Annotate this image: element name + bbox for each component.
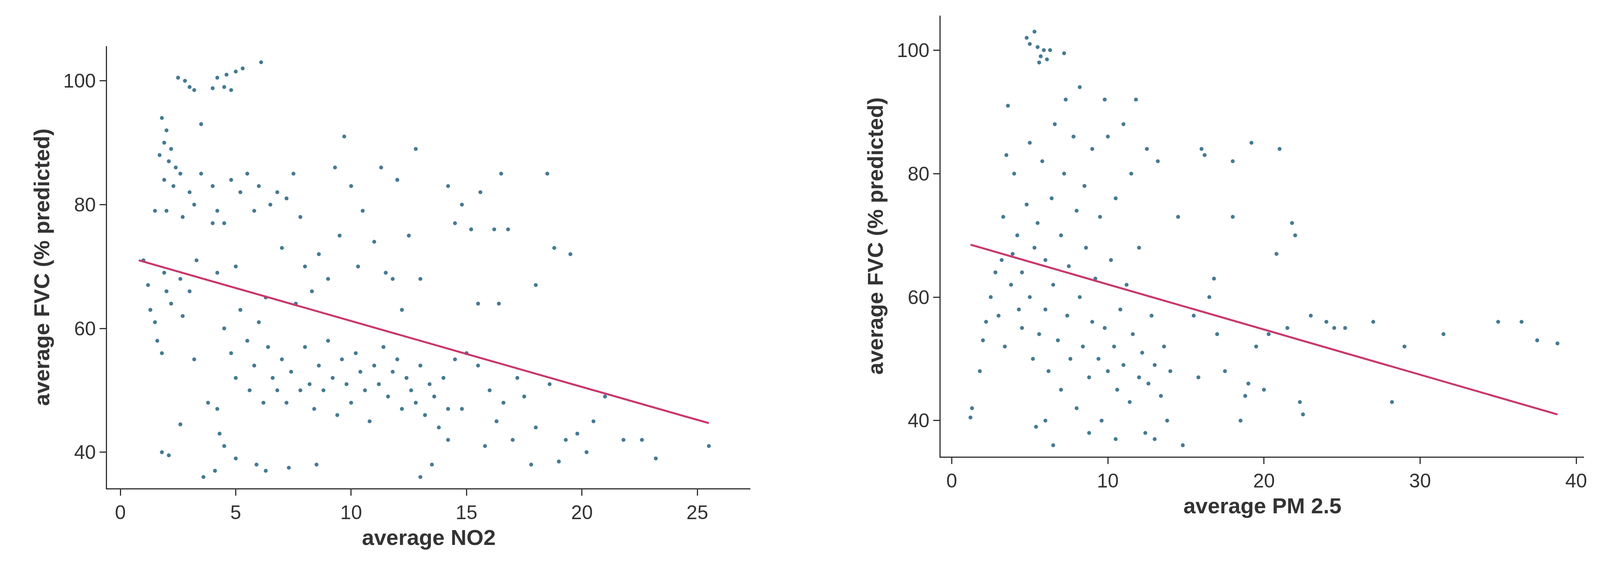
svg-text:average FVC (% predicted): average FVC (% predicted) (862, 97, 888, 375)
svg-text:average FVC (% predicted): average FVC (% predicted) (29, 128, 54, 406)
svg-text:25: 25 (686, 501, 709, 524)
svg-text:80: 80 (907, 162, 930, 185)
svg-text:30: 30 (1409, 469, 1432, 492)
svg-text:100: 100 (896, 39, 930, 62)
svg-text:40: 40 (907, 409, 930, 432)
svg-text:100: 100 (63, 69, 96, 92)
svg-text:40: 40 (74, 441, 97, 463)
svg-text:60: 60 (907, 286, 930, 309)
svg-text:10: 10 (340, 501, 363, 524)
svg-text:20: 20 (571, 501, 593, 524)
svg-text:0: 0 (946, 469, 958, 492)
svg-text:0: 0 (114, 501, 126, 524)
svg-text:5: 5 (230, 501, 242, 524)
svg-text:60: 60 (74, 317, 97, 340)
svg-text:40: 40 (1565, 469, 1588, 492)
svg-text:15: 15 (455, 501, 478, 524)
svg-text:10: 10 (1096, 469, 1119, 492)
svg-text:average PM 2.5: average PM 2.5 (1183, 492, 1342, 518)
svg-text:20: 20 (1253, 469, 1275, 492)
svg-text:80: 80 (74, 193, 97, 216)
svg-text:average NO2: average NO2 (362, 524, 496, 550)
